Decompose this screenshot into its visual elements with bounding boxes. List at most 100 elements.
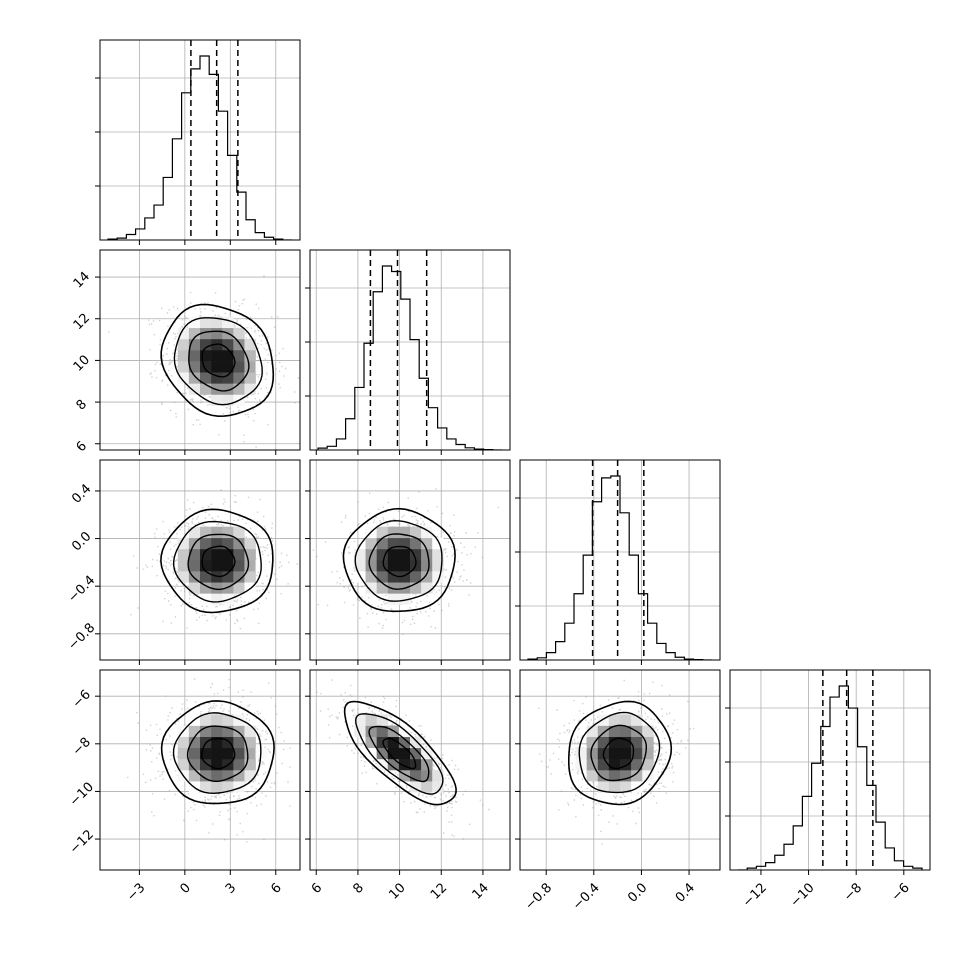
density-cell — [398, 736, 411, 749]
density-cell — [188, 372, 201, 384]
y-tick-label: −8 — [70, 735, 94, 759]
panel-frame — [519, 669, 721, 871]
density-cell — [233, 548, 245, 561]
density-cell — [233, 781, 245, 793]
density-cell — [387, 758, 400, 771]
density-cell — [200, 383, 212, 395]
density-cell — [177, 537, 190, 550]
x-tick-label: −0.4 — [570, 880, 603, 913]
density-cell — [188, 338, 201, 351]
density-cell — [244, 372, 256, 384]
density-cell — [631, 781, 643, 793]
density-cell — [631, 758, 643, 771]
density-cell — [597, 714, 610, 726]
contour-line — [342, 507, 456, 613]
density-cell — [222, 736, 234, 749]
y-tick-label: 14 — [71, 269, 93, 291]
density-cell — [222, 548, 234, 561]
density-cell — [200, 560, 212, 572]
density-cell — [211, 560, 223, 572]
density-cell — [233, 747, 245, 760]
density-cell — [244, 736, 256, 749]
histogram-p1 — [107, 55, 292, 240]
density-cell — [631, 747, 643, 760]
density-cell — [211, 714, 223, 726]
density-cell — [211, 526, 223, 539]
density-cell — [211, 537, 223, 550]
density-cell — [233, 526, 245, 539]
x-tick-label: 14 — [470, 880, 492, 902]
density-cell — [200, 372, 212, 384]
density-cell — [387, 537, 400, 550]
density-cell — [177, 361, 190, 373]
density-cell — [365, 736, 377, 749]
density-cell — [620, 758, 632, 771]
density-cell — [387, 548, 400, 561]
density-cell — [410, 747, 422, 760]
contour-line — [173, 520, 262, 603]
panel-4-4 — [730, 670, 930, 870]
density-cell — [200, 361, 212, 373]
density-cell — [597, 736, 610, 749]
density-cell — [211, 350, 223, 362]
contour-line — [368, 533, 430, 590]
density-cell — [177, 571, 190, 583]
density-cell — [421, 537, 433, 550]
density-cell — [421, 781, 433, 793]
density-cell — [233, 758, 245, 771]
density-cell — [410, 526, 422, 539]
density-cell — [200, 350, 212, 362]
contour-line — [172, 712, 262, 795]
density-cell — [211, 593, 223, 605]
density-cell — [410, 537, 422, 550]
panel-2-1 — [100, 250, 300, 450]
contour-line — [201, 738, 236, 770]
density-cell — [387, 560, 400, 572]
density-cell — [421, 560, 433, 572]
density-cell — [177, 758, 190, 771]
density-cell — [376, 747, 389, 760]
density-cell — [200, 747, 212, 760]
contour-line — [173, 317, 263, 406]
density-cell — [398, 593, 411, 605]
density-cell — [188, 725, 201, 737]
density-cell — [376, 571, 389, 583]
density-cell — [608, 736, 621, 749]
density-cell — [376, 714, 389, 726]
density-cell — [244, 747, 256, 760]
contour-line — [201, 343, 236, 378]
density-cell — [244, 537, 256, 550]
density-cell — [642, 758, 654, 771]
density-cell — [200, 582, 212, 594]
x-tick-label: −8 — [841, 880, 865, 904]
density-cell — [354, 560, 366, 572]
density-cell — [211, 361, 223, 373]
density-cell — [177, 548, 190, 561]
density-cell — [233, 361, 245, 373]
density-cell — [222, 372, 234, 384]
density-cell — [222, 571, 234, 583]
density-cell — [432, 548, 444, 561]
density-cell — [233, 725, 245, 737]
density-cell — [387, 747, 400, 760]
density-cell — [233, 770, 245, 782]
contour-line — [201, 545, 236, 578]
density-cell — [398, 526, 411, 539]
x-tick-label: −6 — [889, 880, 913, 904]
x-tick-label: 0.0 — [625, 880, 650, 905]
density-cell — [200, 758, 212, 771]
density-cell — [211, 747, 223, 760]
density-cell — [642, 725, 654, 737]
density-cell — [608, 758, 621, 771]
density-cell — [354, 714, 366, 726]
density-cell — [222, 714, 234, 726]
density-cell — [222, 394, 234, 406]
density-cell — [432, 560, 444, 572]
density-cell — [222, 316, 234, 329]
density-cell — [233, 560, 245, 572]
density-cell — [398, 758, 411, 771]
density-cell — [188, 571, 201, 583]
density-cell — [376, 548, 389, 561]
density-cell — [211, 770, 223, 782]
